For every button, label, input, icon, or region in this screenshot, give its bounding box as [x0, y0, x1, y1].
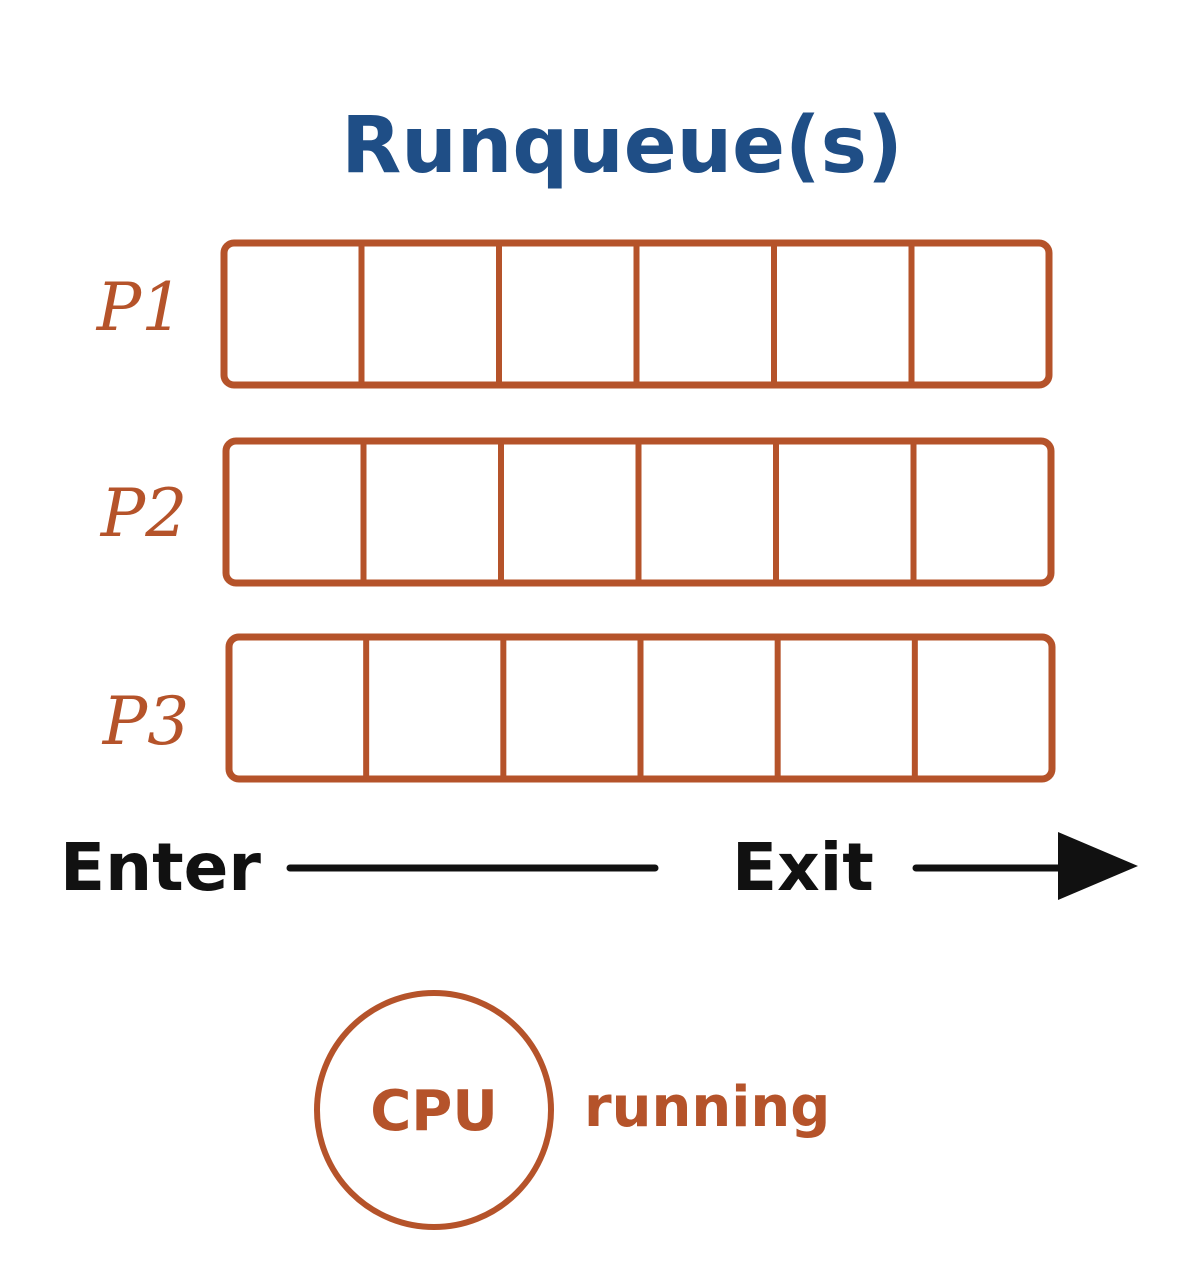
cpu-state-label: running: [584, 1075, 830, 1140]
queue-slots: [225, 633, 1056, 783]
queue-label-p2: P2: [100, 475, 187, 552]
cpu-circle: [314, 990, 554, 1230]
cpu-label: CPU: [370, 1079, 498, 1144]
queue-row-2: P2: [100, 437, 1055, 587]
exit-arrow-icon: [912, 832, 1138, 900]
queue-slots: [222, 437, 1055, 587]
queue-label-p3: P3: [102, 683, 189, 760]
exit-label: Exit: [732, 829, 874, 906]
diagram-title: Runqueue(s): [341, 101, 903, 191]
queue-row-3: P3: [102, 633, 1056, 783]
queue-slots: [220, 239, 1053, 389]
queue-label-p1: P1: [96, 269, 183, 346]
enter-label: Enter: [60, 829, 261, 906]
queue-row-1: P1: [96, 239, 1053, 389]
